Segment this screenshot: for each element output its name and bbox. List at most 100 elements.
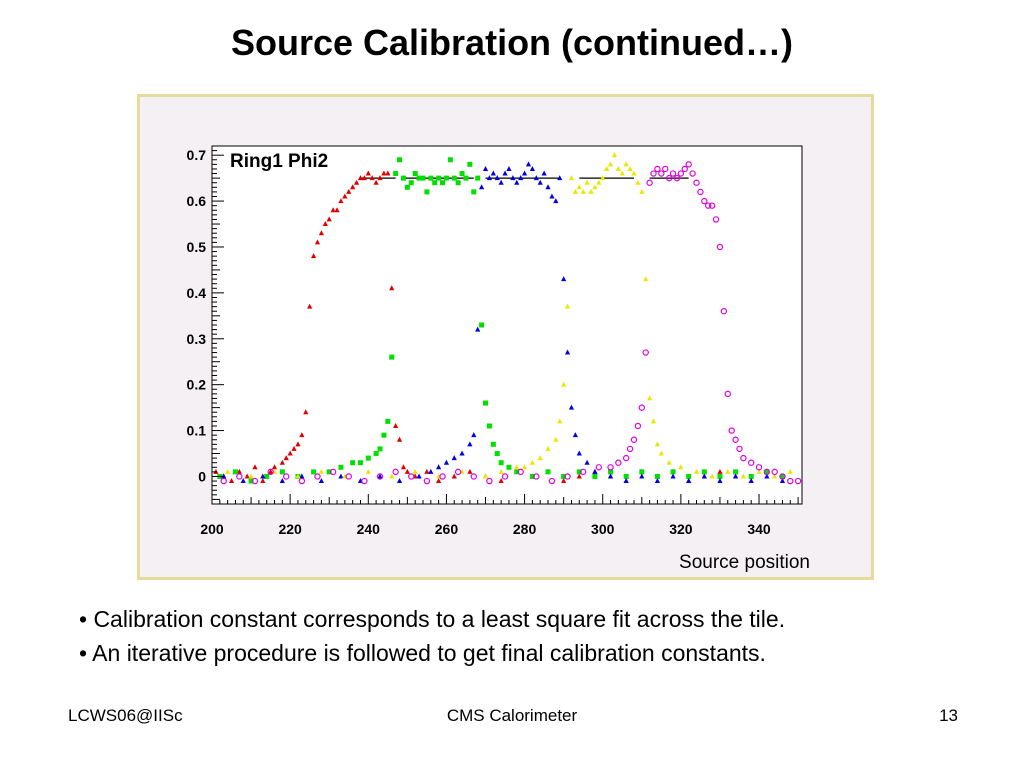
axes-layer: 200 220 240 260 280 300 320 340 0 0.1 0.2 0.3 0.4 0.5… xyxy=(187,145,799,537)
data-point xyxy=(662,165,669,173)
data-point xyxy=(712,216,720,223)
slide-title: Source Calibration (continued…) xyxy=(230,22,794,63)
data-point xyxy=(475,175,481,181)
data-point xyxy=(673,174,681,182)
data-point xyxy=(579,468,587,476)
data-point xyxy=(260,473,266,479)
data-point xyxy=(357,460,363,466)
data-point xyxy=(639,188,645,194)
data-point xyxy=(295,441,301,447)
data-point xyxy=(248,473,254,479)
data-point xyxy=(772,473,778,479)
data-point xyxy=(338,464,344,470)
data-point xyxy=(279,469,285,475)
data-point xyxy=(623,478,629,484)
data-point xyxy=(408,473,415,480)
data-point xyxy=(392,468,399,476)
data-point xyxy=(654,478,661,484)
data-point xyxy=(529,459,535,465)
data-point xyxy=(393,171,399,177)
data-point xyxy=(779,473,786,480)
data-point xyxy=(592,468,598,474)
data-point xyxy=(568,175,575,181)
data-point xyxy=(443,175,449,181)
data-point xyxy=(467,161,473,167)
data-point xyxy=(377,175,383,181)
data-point xyxy=(725,468,731,474)
data-point xyxy=(529,165,535,171)
data-point xyxy=(720,308,728,315)
data-point xyxy=(693,468,700,474)
data-point xyxy=(376,473,384,480)
data-point xyxy=(299,432,305,438)
data-point xyxy=(654,473,660,479)
data-point xyxy=(225,468,231,474)
data-point xyxy=(298,477,306,485)
data-point xyxy=(604,165,610,171)
data-point xyxy=(608,469,614,475)
data-point xyxy=(244,473,250,479)
data-point xyxy=(763,468,771,476)
data-point xyxy=(373,451,379,457)
data-point xyxy=(794,477,802,485)
data-point xyxy=(724,390,731,398)
footer-center: CMS Calorimeter xyxy=(446,706,578,725)
data-point xyxy=(779,478,786,484)
y-tick-label: 0.1 xyxy=(187,423,207,439)
data-point xyxy=(400,175,406,181)
data-point xyxy=(600,175,606,181)
data-point xyxy=(326,216,332,222)
data-point xyxy=(451,473,457,479)
data-point xyxy=(440,180,446,186)
data-point xyxy=(416,175,422,181)
data-point xyxy=(572,188,578,194)
data-point xyxy=(416,473,422,479)
data-point xyxy=(740,473,746,479)
data-point xyxy=(318,478,325,484)
data-point xyxy=(361,175,367,181)
data-point xyxy=(728,427,735,434)
data-point xyxy=(622,454,630,462)
data-point xyxy=(353,179,360,185)
data-point xyxy=(553,198,559,204)
data-point xyxy=(646,179,653,186)
data-point xyxy=(381,432,387,438)
data-point xyxy=(670,473,676,479)
data-point xyxy=(451,455,457,461)
data-point xyxy=(623,161,629,167)
data-point xyxy=(619,170,625,176)
data-point xyxy=(283,455,289,461)
data-point xyxy=(412,171,418,177)
y-tick-label: 0 xyxy=(198,468,206,484)
data-point xyxy=(642,349,649,356)
data-point xyxy=(318,230,325,236)
data-point xyxy=(287,450,293,456)
y-tick-label: 0.2 xyxy=(187,377,207,393)
data-point xyxy=(576,469,582,475)
data-point xyxy=(686,473,692,479)
data-point xyxy=(459,171,465,177)
data-point xyxy=(568,404,575,410)
data-point xyxy=(228,478,235,484)
data-point xyxy=(498,478,504,484)
data-point xyxy=(486,175,493,181)
data-point xyxy=(545,445,551,451)
data-point xyxy=(748,478,754,484)
data-point xyxy=(697,188,704,196)
chart-title: Ring1 Phi2 xyxy=(230,151,328,172)
data-point xyxy=(506,464,512,470)
data-point xyxy=(584,179,590,185)
data-point xyxy=(709,473,715,479)
data-point xyxy=(764,469,770,475)
data-point xyxy=(584,459,590,465)
data-point xyxy=(310,253,317,259)
data-point xyxy=(639,473,645,479)
data-point xyxy=(479,322,485,328)
y-tick-label: 0.6 xyxy=(187,193,207,209)
data-point xyxy=(420,175,426,181)
data-point xyxy=(369,175,375,181)
data-point xyxy=(537,455,543,461)
footer-left: LCWS06@IISc xyxy=(68,706,183,725)
x-axis-label: Source position xyxy=(679,552,810,573)
data-point xyxy=(498,179,504,185)
